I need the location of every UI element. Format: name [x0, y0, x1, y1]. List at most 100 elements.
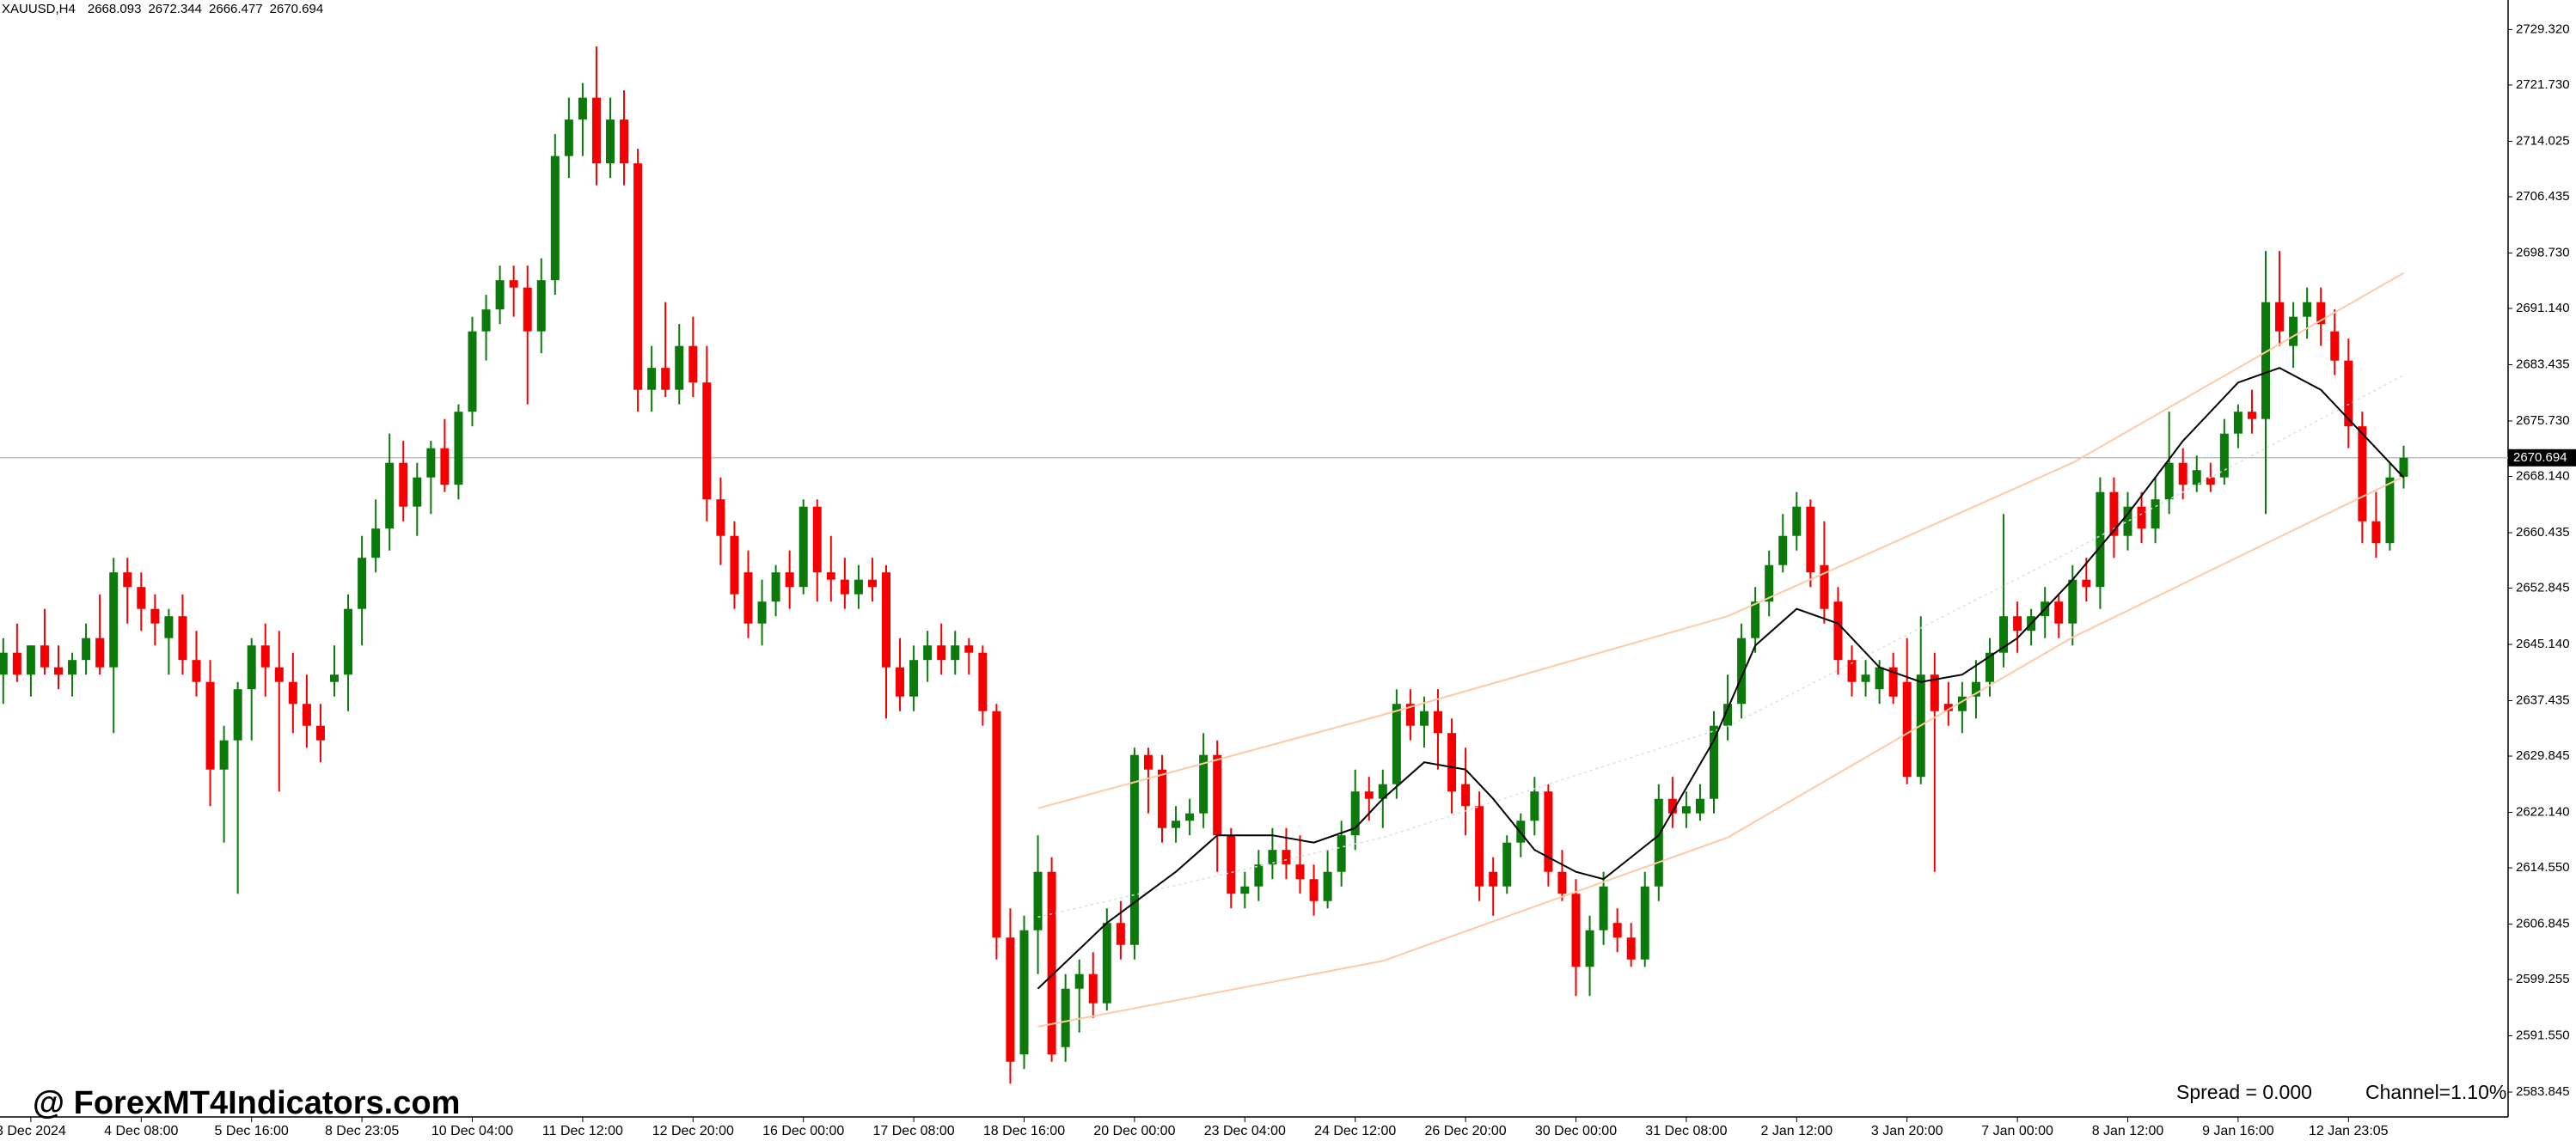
candle-body — [385, 462, 395, 529]
x-tick-label: 30 Dec 00:00 — [1535, 1124, 1617, 1138]
candle-body — [1309, 879, 1319, 901]
candle-body — [1461, 784, 1471, 807]
candle-body — [1006, 937, 1015, 1062]
candle-body — [274, 667, 284, 682]
y-tick-label: 2637.435 — [2516, 693, 2570, 707]
header: XAUUSD,H4 2668.093 2672.344 2666.477 2670.69… — [2, 2, 323, 16]
candle-body — [2123, 506, 2132, 536]
indicator-line — [1037, 367, 2405, 990]
x-tick-label: 2 Jan 12:00 — [1760, 1124, 1833, 1138]
candle-body — [1172, 821, 1181, 828]
candle-body — [399, 462, 408, 507]
x-tick-label: 24 Dec 12:00 — [1314, 1124, 1396, 1138]
candle-body — [426, 448, 436, 478]
candle-body — [1213, 754, 1222, 836]
x-tick-label: 9 Jan 16:00 — [2202, 1124, 2274, 1138]
candle-body — [1585, 930, 1594, 967]
candle-body — [964, 645, 974, 653]
y-tick-label: 2721.730 — [2516, 77, 2570, 92]
candle-body — [1489, 871, 1498, 887]
candle-body — [1723, 704, 1733, 726]
y-tick-label: 2652.845 — [2516, 580, 2570, 595]
candle-body — [1392, 704, 1401, 784]
candle-body — [413, 477, 422, 507]
candle-body — [661, 368, 670, 390]
candle-body — [1337, 835, 1346, 872]
candle-body — [812, 506, 822, 573]
candle-body — [896, 667, 905, 697]
candle-body — [2096, 491, 2105, 588]
candle-body — [798, 506, 808, 588]
y-tick-label: 2675.730 — [2516, 413, 2570, 428]
candle-body — [233, 689, 242, 741]
x-tick-label: 3 Jan 20:00 — [1871, 1124, 1943, 1138]
candle-body — [1599, 886, 1608, 930]
candle-body — [550, 156, 560, 281]
candle-body — [1295, 864, 1305, 880]
y-tick-label: 2683.435 — [2516, 357, 2570, 371]
candle-body — [192, 660, 201, 682]
candle-body — [978, 652, 988, 711]
candle-body — [1971, 681, 1980, 697]
candle-body — [1033, 871, 1043, 930]
candle-body — [1626, 937, 1636, 960]
candle-body — [951, 645, 960, 661]
candle-body — [578, 97, 587, 120]
candle-body — [633, 163, 643, 390]
x-tick-label: 10 Dec 04:00 — [431, 1124, 513, 1138]
y-tick-label: 2714.025 — [2516, 133, 2570, 148]
x-tick-label: 12 Dec 20:00 — [652, 1124, 734, 1138]
candle-body — [1227, 835, 1236, 894]
candle-body — [54, 667, 63, 675]
price-label: 2670.694 — [2513, 450, 2567, 465]
candle-body — [702, 382, 712, 500]
y-tick-label: 2599.255 — [2516, 972, 2570, 986]
candle-body — [1544, 791, 1553, 872]
candle-body — [40, 645, 49, 668]
candle-body — [2316, 302, 2326, 325]
candle-body — [1695, 798, 1704, 814]
candle-body — [854, 579, 863, 595]
candle-body — [2206, 477, 2215, 485]
candle-body — [716, 499, 725, 536]
candle-body — [219, 740, 229, 770]
candle-body — [1847, 660, 1857, 682]
candle-body — [205, 681, 215, 770]
candle-body — [564, 119, 573, 156]
candle-body — [2399, 457, 2408, 477]
x-tick-label: 18 Dec 16:00 — [983, 1124, 1065, 1138]
candle-body — [1571, 894, 1581, 967]
candle-body — [358, 558, 367, 609]
candle-body — [509, 280, 518, 288]
candle-body — [481, 309, 491, 332]
candle-body — [591, 97, 601, 164]
candle-body — [536, 280, 546, 332]
header-value: XAUUSD,H4 — [2, 2, 76, 16]
candle-body — [923, 645, 933, 661]
candle-body — [909, 660, 919, 697]
candle-body — [95, 638, 105, 668]
y-tick-label: 2622.140 — [2516, 804, 2570, 819]
x-tick-label: 8 Jan 12:00 — [2092, 1124, 2164, 1138]
candle-body — [1751, 601, 1760, 638]
candle-body — [12, 652, 21, 675]
candle-body — [315, 725, 325, 741]
candle-body — [247, 645, 256, 690]
candle-body — [2385, 477, 2395, 544]
candle-body — [2303, 302, 2312, 317]
candle-body — [1902, 681, 1912, 778]
indicator-line — [1037, 272, 2404, 809]
candle-body — [2358, 426, 2367, 522]
candle-body — [2233, 412, 2243, 434]
candle-body — [757, 601, 767, 624]
candle-body — [675, 345, 684, 390]
candle-body — [1681, 806, 1691, 814]
candle-body — [123, 572, 132, 588]
candle-body — [1999, 616, 2009, 653]
candle-body — [2371, 521, 2381, 544]
candle-body — [1875, 667, 1884, 690]
candle-body — [688, 345, 698, 383]
candle-body — [1282, 850, 1291, 865]
